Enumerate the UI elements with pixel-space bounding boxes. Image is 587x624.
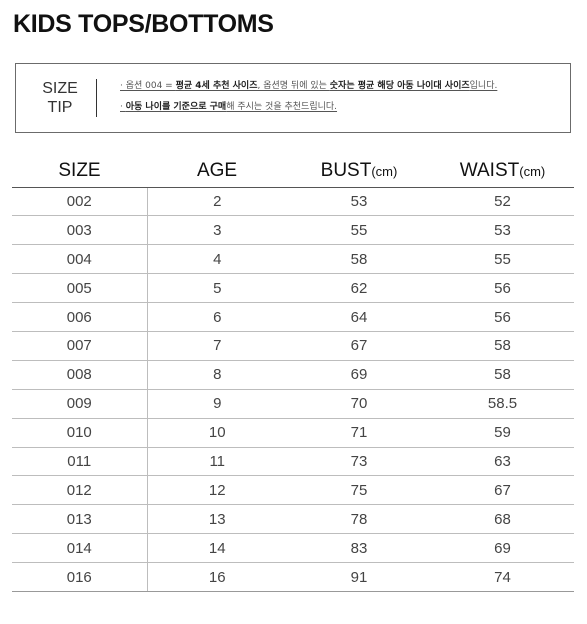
table-row: 014 14 83 69 xyxy=(12,533,574,564)
size-tip-label: SIZE TIP xyxy=(16,79,104,117)
size-cell: 011 xyxy=(12,447,148,477)
waist-cell: 63 xyxy=(431,447,574,477)
age-cell: 16 xyxy=(147,562,287,592)
bust-cell: 70 xyxy=(287,389,431,419)
table-row: 005 5 62 56 xyxy=(12,273,574,304)
age-cell: 10 xyxy=(147,418,287,448)
age-cell: 9 xyxy=(147,389,287,419)
waist-cell: 58.5 xyxy=(431,389,574,419)
table-row: 003 3 55 53 xyxy=(12,215,574,246)
waist-cell: 55 xyxy=(431,244,574,275)
size-cell: 006 xyxy=(12,302,148,332)
size-tip-box: SIZE TIP · 옵션 004 = 평균 4세 추천 사이즈, 옵션명 뒤에… xyxy=(15,63,571,133)
tip-line-2-part: 해 주시는 것을 추천드립니다. xyxy=(226,102,338,112)
table-row: 002 2 53 52 xyxy=(12,187,574,217)
size-cell: 012 xyxy=(12,475,148,506)
bust-cell: 64 xyxy=(287,302,431,332)
size-cell: 010 xyxy=(12,418,148,448)
table-row: 009 9 70 58.5 xyxy=(12,389,574,419)
waist-cell: 58 xyxy=(431,331,574,361)
bust-cell: 62 xyxy=(287,273,431,304)
tip-line-1-part: · 옵션 004 = xyxy=(120,81,176,91)
size-cell: 014 xyxy=(12,533,148,564)
size-tip-text: · 옵션 004 = 평균 4세 추천 사이즈, 옵션명 뒤에 있는 숫자는 평… xyxy=(120,80,566,113)
age-cell: 6 xyxy=(147,302,287,332)
age-cell: 11 xyxy=(147,447,287,477)
table-row: 010 10 71 59 xyxy=(12,418,574,448)
age-cell: 2 xyxy=(147,187,287,217)
bust-cell: 55 xyxy=(287,215,431,246)
column-header-size: SIZE xyxy=(12,156,147,188)
size-tip-line-1: · 옵션 004 = 평균 4세 추천 사이즈, 옵션명 뒤에 있는 숫자는 평… xyxy=(120,80,566,92)
table-row: 016 16 91 74 xyxy=(12,562,574,592)
size-cell: 004 xyxy=(12,244,148,275)
size-cell: 016 xyxy=(12,562,148,592)
size-cell: 005 xyxy=(12,273,148,304)
tip-line-1-part: , 옵션명 뒤에 있는 xyxy=(257,81,330,91)
table-row: 011 11 73 63 xyxy=(12,447,574,477)
bust-cell: 58 xyxy=(287,244,431,275)
age-cell: 3 xyxy=(147,215,287,246)
tip-line-1-emphasis: 숫자는 평균 해당 아동 나이대 사이즈 xyxy=(329,81,470,91)
size-cell: 013 xyxy=(12,504,148,535)
bust-header-unit: (cm) xyxy=(371,164,398,180)
table-row: 013 13 78 68 xyxy=(12,504,574,535)
age-cell: 5 xyxy=(147,273,287,304)
table-row: 004 4 58 55 xyxy=(12,244,574,275)
size-cell: 002 xyxy=(12,187,148,217)
age-cell: 7 xyxy=(147,331,287,361)
age-cell: 14 xyxy=(147,533,287,564)
waist-cell: 69 xyxy=(431,533,574,564)
bust-header-label: BUST xyxy=(320,160,372,182)
bust-cell: 67 xyxy=(287,331,431,361)
size-tip-label-line2: TIP xyxy=(47,99,73,116)
bust-cell: 91 xyxy=(287,562,431,592)
column-header-age: AGE xyxy=(147,156,287,188)
size-tip-label-line1: SIZE xyxy=(42,80,78,97)
table-header-row: SIZE AGE BUST(cm) WAIST(cm) xyxy=(12,156,574,188)
size-cell: 007 xyxy=(12,331,148,361)
waist-cell: 56 xyxy=(431,273,574,304)
age-cell: 12 xyxy=(147,475,287,506)
size-chart-table: SIZE AGE BUST(cm) WAIST(cm) 002 2 53 52 003… xyxy=(12,156,574,592)
bust-cell: 83 xyxy=(287,533,431,564)
waist-cell: 59 xyxy=(431,418,574,448)
waist-header-label: WAIST xyxy=(459,160,520,182)
tip-line-2-part: · xyxy=(120,102,126,112)
table-row: 012 12 75 67 xyxy=(12,475,574,506)
table-row: 008 8 69 58 xyxy=(12,360,574,390)
age-cell: 8 xyxy=(147,360,287,390)
bust-cell: 78 xyxy=(287,504,431,535)
bust-cell: 75 xyxy=(287,475,431,506)
bust-cell: 53 xyxy=(287,187,431,217)
column-header-bust: BUST(cm) xyxy=(287,156,431,188)
size-cell: 003 xyxy=(12,215,148,246)
waist-header-unit: (cm) xyxy=(519,164,546,180)
tip-line-1-part: 입니다. xyxy=(469,81,498,91)
age-cell: 4 xyxy=(147,244,287,275)
waist-cell: 68 xyxy=(431,504,574,535)
bust-cell: 71 xyxy=(287,418,431,448)
page-title: KIDS TOPS/BOTTOMS xyxy=(13,10,274,38)
size-cell: 009 xyxy=(12,389,148,419)
waist-cell: 67 xyxy=(431,475,574,506)
table-row: 007 7 67 58 xyxy=(12,331,574,361)
waist-cell: 53 xyxy=(431,215,574,246)
waist-cell: 74 xyxy=(431,562,574,592)
bust-cell: 69 xyxy=(287,360,431,390)
waist-cell: 52 xyxy=(431,187,574,217)
size-cell: 008 xyxy=(12,360,148,390)
bust-cell: 73 xyxy=(287,447,431,477)
waist-cell: 58 xyxy=(431,360,574,390)
tip-line-1-emphasis: 평균 4세 추천 사이즈 xyxy=(175,81,258,91)
table-row: 006 6 64 56 xyxy=(12,302,574,332)
waist-cell: 56 xyxy=(431,302,574,332)
size-tip-line-2: · 아동 나이를 기준으로 구매해 주시는 것을 추천드립니다. xyxy=(120,101,566,113)
size-tip-divider xyxy=(96,79,97,117)
tip-line-2-emphasis: 아동 나이를 기준으로 구매 xyxy=(125,102,227,112)
column-header-waist: WAIST(cm) xyxy=(431,156,574,188)
age-cell: 13 xyxy=(147,504,287,535)
